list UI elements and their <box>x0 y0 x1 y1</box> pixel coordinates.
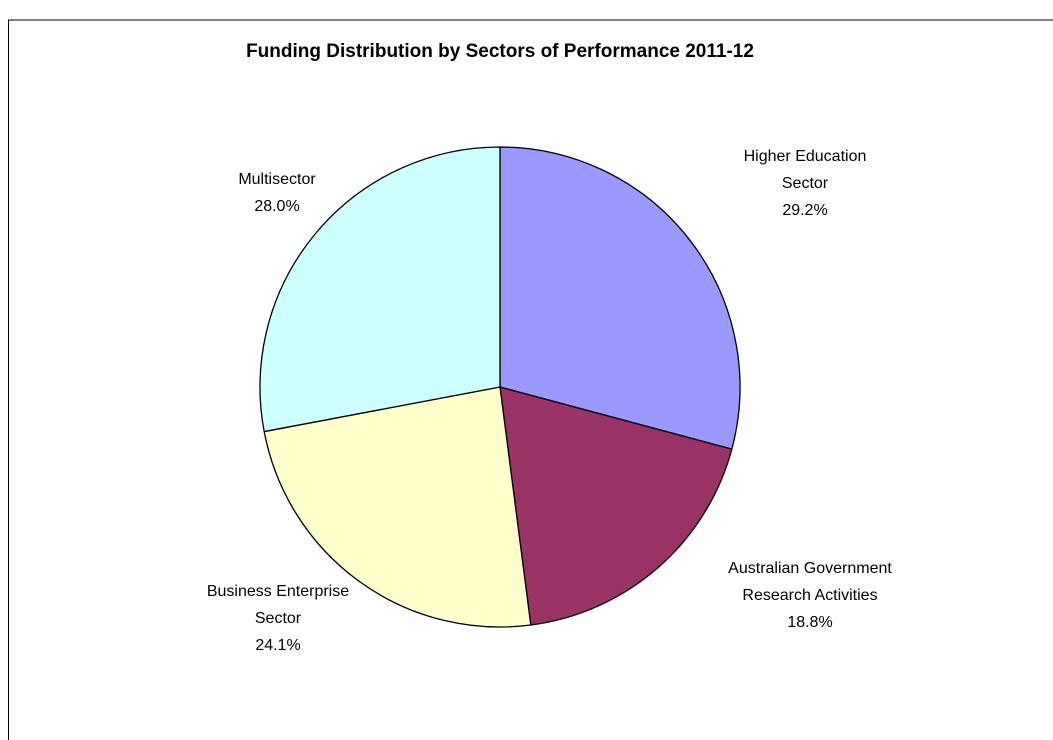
slice-value: 29.2% <box>782 202 828 219</box>
slice-value: 24.1% <box>255 637 301 654</box>
pie-slice <box>263 386 532 628</box>
chart-title: Funding Distribution by Sectors of Perfo… <box>246 41 754 62</box>
pie-slice <box>259 146 501 433</box>
pie-slice <box>499 146 741 450</box>
slice-name: Multisector <box>238 171 316 188</box>
slice-name: Business Enterprise Sector <box>206 583 350 627</box>
slice-name: Higher Education Sector <box>743 148 867 192</box>
slice-value: 18.8% <box>787 614 833 631</box>
slice-value: 28.0% <box>254 198 300 215</box>
slice-label: Higher Education Sector 29.2% <box>720 143 890 224</box>
slice-label: Multisector 28.0% <box>192 166 362 220</box>
slice-label: Business Enterprise Sector 24.1% <box>193 578 363 659</box>
slice-name: Australian Government Research Activitie… <box>728 560 892 604</box>
pie-slice <box>499 386 733 626</box>
slice-label: Australian Government Research Activitie… <box>725 555 895 636</box>
